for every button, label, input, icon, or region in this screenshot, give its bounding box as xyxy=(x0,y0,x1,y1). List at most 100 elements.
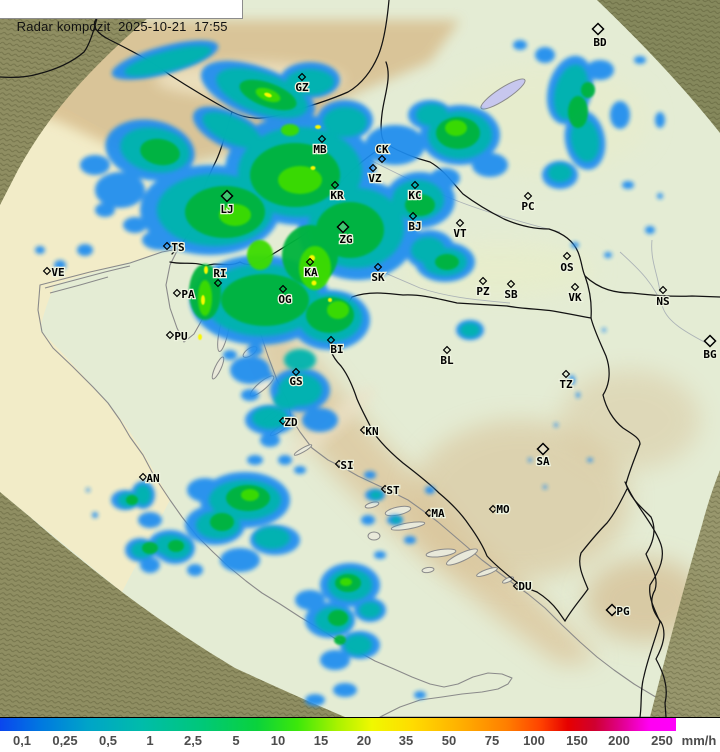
station-marker-PU xyxy=(165,330,175,340)
station-label-TZ: TZ xyxy=(559,378,573,391)
station-marker-ST xyxy=(380,484,390,494)
station-label-OS: OS xyxy=(560,261,573,274)
station-label-BG: BG xyxy=(703,348,717,361)
station-label-CK: CK xyxy=(375,143,389,156)
station-marker-LJ xyxy=(220,189,234,203)
station-marker-OS xyxy=(562,251,572,261)
station-marker-PC xyxy=(523,191,533,201)
station-marker-SB xyxy=(506,279,516,289)
radar-map[interactable]: GZ BD MB CK VZ KR KC PC LJ BJ VT ZG TS OS VE KA RI SK PZ SB… xyxy=(0,0,720,718)
scale-label: 35 xyxy=(398,733,414,748)
station-marker-PA xyxy=(172,288,182,298)
scale-unit: mm/h xyxy=(681,733,717,748)
station-label-OG: OG xyxy=(278,293,292,306)
scale-label: 0,25 xyxy=(52,733,78,748)
station-label-BI: BI xyxy=(330,343,343,356)
station-marker-TS xyxy=(162,241,172,251)
station-marker-BI xyxy=(326,335,336,345)
station-marker-KA xyxy=(305,257,315,267)
station-marker-BJ xyxy=(408,211,418,221)
scale-label: 15 xyxy=(313,733,329,748)
lake-balaton xyxy=(480,78,526,110)
station-marker-CK xyxy=(377,154,387,164)
station-label-ZG: ZG xyxy=(339,233,353,246)
venice-lagoon xyxy=(44,265,131,294)
precipitation-echoes xyxy=(35,40,665,706)
station-label-KC: KC xyxy=(408,189,421,202)
station-marker-GS xyxy=(291,367,301,377)
station-label-BL: BL xyxy=(440,354,454,367)
station-marker-SI xyxy=(334,459,344,469)
station-marker-KN xyxy=(359,425,369,435)
scale-label: 0,1 xyxy=(12,733,32,748)
station-label-MO: MO xyxy=(496,503,510,516)
station-label-KN: KN xyxy=(365,425,378,438)
scale-label: 75 xyxy=(484,733,500,748)
station-label-SK: SK xyxy=(371,271,385,284)
station-marker-TZ xyxy=(561,369,571,379)
station-marker-GZ xyxy=(297,72,307,82)
scale-label: 1 xyxy=(146,733,154,748)
station-marker-OG xyxy=(278,284,288,294)
station-marker-KC xyxy=(410,180,420,190)
station-marker-BL xyxy=(442,345,452,355)
station-label-KA: KA xyxy=(304,266,318,279)
station-label-ST: ST xyxy=(386,484,400,497)
out-of-range-regions xyxy=(0,0,720,717)
scale-label: 10 xyxy=(270,733,286,748)
station-label-VE: VE xyxy=(51,266,64,279)
station-label-RI: RI xyxy=(213,267,226,280)
scale-label: 250 xyxy=(651,733,673,748)
station-label-PA: PA xyxy=(181,288,195,301)
title-bar: Radar kompozit 2025-10-21 17:55 xyxy=(0,0,243,34)
echo-layer-yellow xyxy=(198,92,332,340)
radar-map-svg: GZ BD MB CK VZ KR KC PC LJ BJ VT ZG TS OS VE KA RI SK PZ SB… xyxy=(0,0,720,718)
station-marker-NS xyxy=(658,285,668,295)
scale-label: 20 xyxy=(356,733,372,748)
station-label-TS: TS xyxy=(171,241,184,254)
station-label-MA: MA xyxy=(431,507,445,520)
station-marker-VK xyxy=(570,282,580,292)
station-label-BD: BD xyxy=(593,36,607,49)
station-label-DU: DU xyxy=(518,580,532,593)
station-label-GZ: GZ xyxy=(295,81,309,94)
station-label-PU: PU xyxy=(174,330,188,343)
station-label-VK: VK xyxy=(568,291,582,304)
station-label-SB: SB xyxy=(504,288,518,301)
station-label-VT: VT xyxy=(453,227,467,240)
station-label-SI: SI xyxy=(340,459,353,472)
station-marker-MO xyxy=(488,504,498,514)
station-marker-VZ xyxy=(368,163,378,173)
scale-label: 100 xyxy=(523,733,545,748)
scale-label: 2,5 xyxy=(183,733,203,748)
station-label-KR: KR xyxy=(330,189,344,202)
station-marker-KR xyxy=(330,180,340,190)
echo-layer-bright-green xyxy=(198,87,467,586)
station-label-AN: AN xyxy=(146,472,159,485)
echo-layer-green xyxy=(126,79,595,645)
title-text: Radar kompozit 2025-10-21 17:55 xyxy=(16,19,228,34)
scale-label: 0,5 xyxy=(98,733,118,748)
intensity-scale: 0,1 0,25 0,5 1 2,5 5 10 15 20 35 50 75 100 150 200 250 … xyxy=(0,717,720,752)
station-label-PC: PC xyxy=(521,200,534,213)
station-marker-BD xyxy=(591,22,605,36)
station-marker-SK xyxy=(373,262,383,272)
station-marker-MB xyxy=(317,134,327,144)
station-label-PZ: PZ xyxy=(476,285,490,298)
station-label-SA: SA xyxy=(536,455,550,468)
station-label-MB: MB xyxy=(313,143,327,156)
station-marker-RI xyxy=(213,278,223,288)
station-label-NS: NS xyxy=(656,295,669,308)
scale-label: 200 xyxy=(608,733,630,748)
station-marker-PZ xyxy=(478,276,488,286)
station-marker-ZG xyxy=(336,220,350,234)
station-marker-VT xyxy=(455,218,465,228)
scale-gradient-bar xyxy=(0,718,676,731)
scale-label: 50 xyxy=(441,733,457,748)
station-markers: GZ BD MB CK VZ KR KC PC LJ BJ VT ZG TS OS VE KA RI SK PZ SB… xyxy=(42,22,718,619)
station-marker-DU xyxy=(512,581,522,591)
station-marker-BG xyxy=(703,334,717,348)
station-marker-SA xyxy=(536,442,550,456)
station-marker-VE xyxy=(42,266,52,276)
